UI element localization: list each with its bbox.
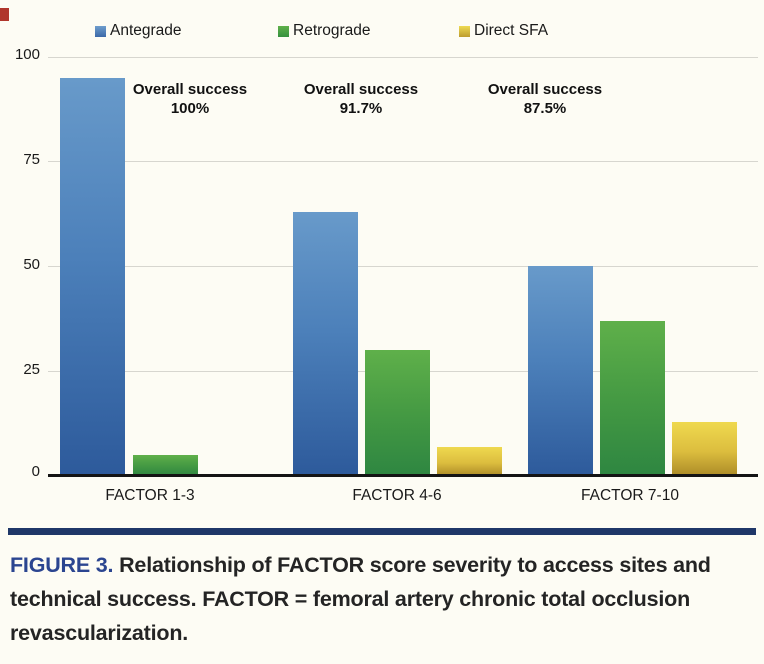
bar-direct-sfa-factor-7-10 bbox=[672, 422, 737, 476]
legend-item-antegrade: Antegrade bbox=[95, 22, 182, 39]
y-tick-label: 100 bbox=[14, 46, 40, 63]
annotation-value: 87.5% bbox=[523, 100, 567, 117]
gridline-50 bbox=[48, 266, 758, 267]
bar-antegrade-factor-4-6 bbox=[293, 212, 358, 476]
bar-antegrade-factor-1-3 bbox=[60, 78, 125, 476]
y-tick-label: 75 bbox=[23, 151, 40, 168]
y-tick-label: 25 bbox=[23, 361, 40, 378]
annotation-overall-success-1: Overall success 100% bbox=[105, 80, 275, 118]
page-crop-mark bbox=[0, 8, 9, 21]
legend-item-retrograde: Retrograde bbox=[278, 22, 371, 39]
y-tick-label: 0 bbox=[31, 463, 40, 480]
bar-direct-sfa-factor-4-6 bbox=[437, 447, 502, 476]
figure-caption-label: FIGURE 3. bbox=[10, 553, 114, 577]
antegrade-swatch-icon bbox=[95, 25, 106, 37]
x-category-label: FACTOR 7-10 bbox=[581, 487, 679, 504]
y-tick-label: 50 bbox=[23, 256, 40, 273]
annotation-label: Overall success bbox=[303, 81, 419, 98]
figure-caption: FIGURE 3. Relationship of FACTOR score s… bbox=[10, 548, 728, 650]
figure-caption-text: Relationship of FACTOR score severity to… bbox=[10, 553, 711, 645]
annotation-overall-success-2: Overall success 91.7% bbox=[276, 80, 446, 118]
bar-retrograde-factor-7-10 bbox=[600, 321, 665, 476]
gridline-75 bbox=[48, 161, 758, 162]
bar-retrograde-factor-4-6 bbox=[365, 350, 430, 476]
bar-retrograde-factor-1-3 bbox=[133, 455, 198, 476]
gridline-100 bbox=[48, 57, 758, 58]
bar-antegrade-factor-7-10 bbox=[528, 266, 593, 476]
annotation-label: Overall success bbox=[132, 81, 248, 98]
annotation-value: 100% bbox=[170, 100, 210, 117]
direct-sfa-swatch-icon bbox=[459, 25, 470, 37]
caption-divider-rule bbox=[8, 528, 756, 535]
legend-label: Retrograde bbox=[293, 22, 371, 39]
annotation-overall-success-3: Overall success 87.5% bbox=[460, 80, 630, 118]
x-category-label: FACTOR 1-3 bbox=[105, 487, 195, 504]
annotation-value: 91.7% bbox=[339, 100, 383, 117]
x-axis-line bbox=[48, 474, 758, 477]
annotation-label: Overall success bbox=[487, 81, 603, 98]
legend-item-direct-sfa: Direct SFA bbox=[459, 22, 549, 39]
retrograde-swatch-icon bbox=[278, 25, 289, 37]
legend-label: Direct SFA bbox=[474, 22, 549, 39]
x-category-label: FACTOR 4-6 bbox=[352, 487, 442, 504]
legend-label: Antegrade bbox=[110, 22, 182, 39]
